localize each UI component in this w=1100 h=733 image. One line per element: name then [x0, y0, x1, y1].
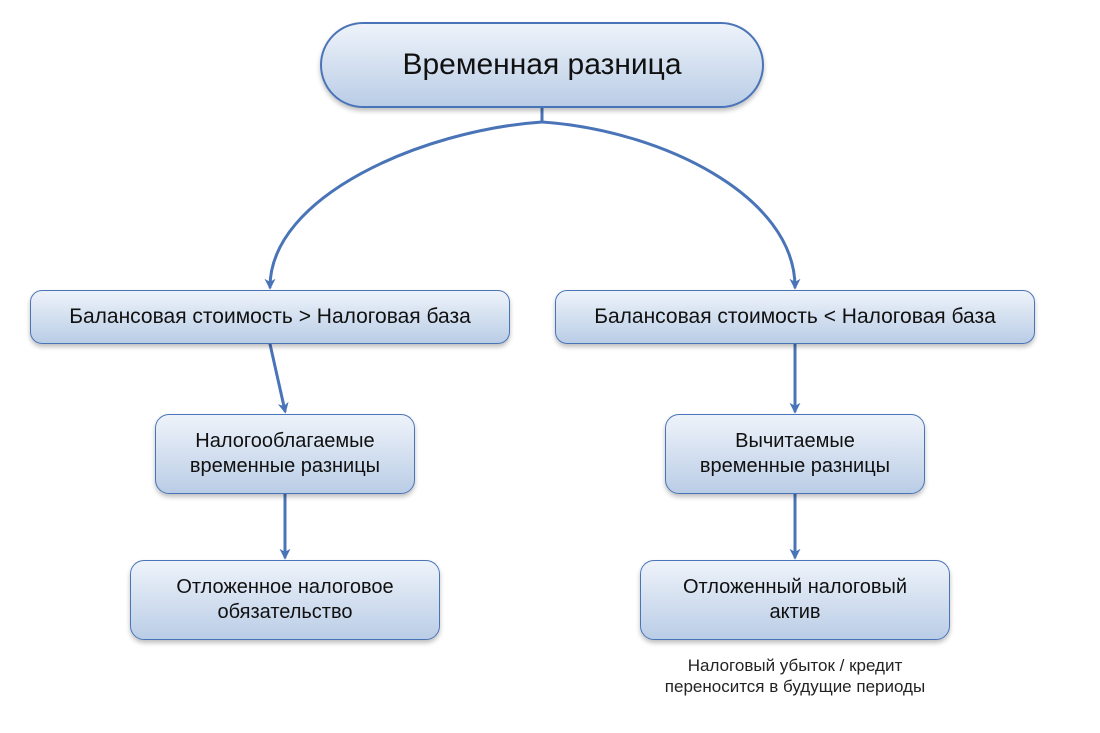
node-label: Временная разница: [388, 46, 695, 84]
node-left1: Балансовая стоимость > Налоговая база: [30, 290, 510, 344]
node-left3: Отложенное налоговое обязательство: [130, 560, 440, 640]
node-label: Отложенный налоговый актив: [641, 575, 949, 625]
node-label: Балансовая стоимость > Налоговая база: [55, 304, 485, 330]
footnote-line: переносится в будущие периоды: [640, 676, 950, 697]
edge-root-left1: [270, 108, 542, 287]
node-right3: Отложенный налоговый актив: [640, 560, 950, 640]
edge-left1-left2: [270, 344, 285, 411]
node-label: Вычитаемые временные разницы: [666, 429, 924, 479]
node-right2: Вычитаемые временные разницы: [665, 414, 925, 494]
node-root: Временная разница: [320, 22, 764, 108]
node-label: Налогооблагаемые временные разницы: [156, 429, 414, 479]
footnote: Налоговый убыток / кредит переносится в …: [640, 655, 950, 698]
node-left2: Налогооблагаемые временные разницы: [155, 414, 415, 494]
node-label: Отложенное налоговое обязательство: [131, 575, 439, 625]
node-label: Балансовая стоимость < Налоговая база: [580, 304, 1010, 330]
node-right1: Балансовая стоимость < Налоговая база: [555, 290, 1035, 344]
footnote-line: Налоговый убыток / кредит: [640, 655, 950, 676]
edge-root-right1: [542, 108, 795, 287]
